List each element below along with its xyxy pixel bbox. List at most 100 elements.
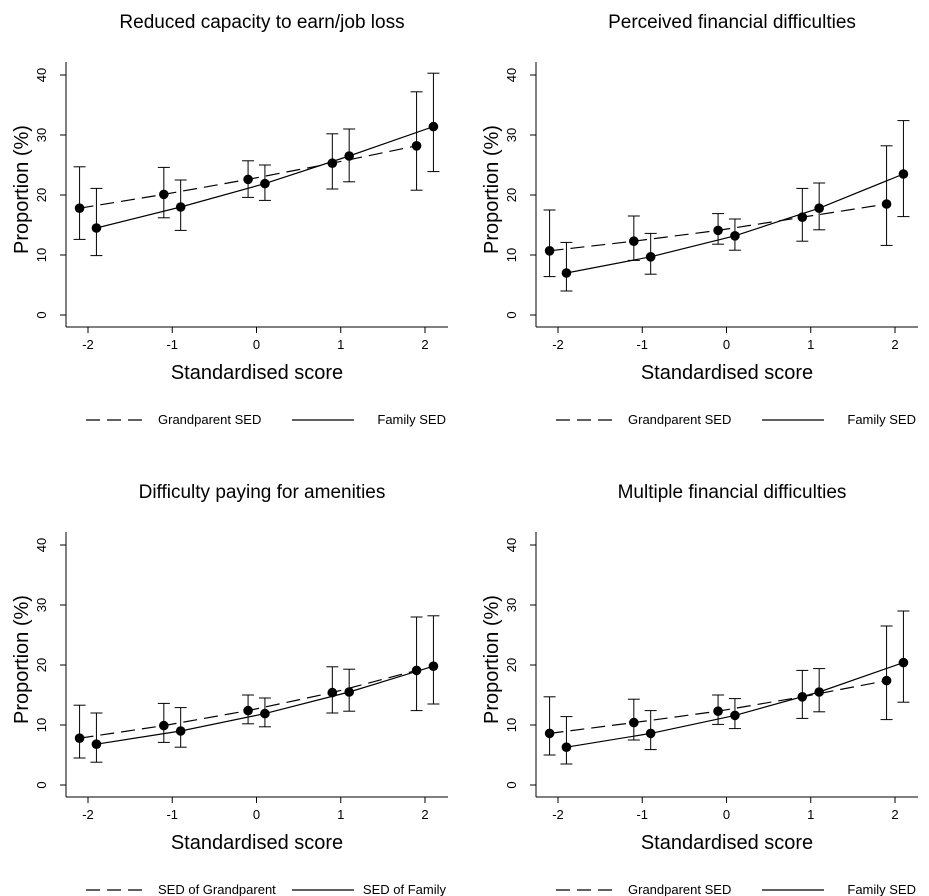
data-point (327, 687, 338, 698)
data-point (260, 178, 270, 189)
legend-label: Grandparent SED (158, 412, 261, 427)
legend-label: Grandparent SED (628, 882, 731, 896)
legend-label: SED of Family (363, 882, 447, 896)
y-tick-label: 40 (34, 538, 49, 552)
data-point (629, 717, 639, 728)
x-tick-label: 2 (891, 807, 898, 822)
legend: Grandparent SED Family SED (556, 882, 916, 896)
x-axis-title: Standardised score (641, 832, 813, 854)
y-axis-title: Proportion (%) (481, 125, 503, 254)
data-point (175, 202, 186, 212)
panel-title: Difficulty paying for amenities (139, 482, 386, 503)
y-tick-label: 20 (34, 658, 49, 672)
data-point (544, 246, 555, 256)
x-tick-label: -2 (82, 337, 94, 352)
legend: SED of Grandparent SED of Family (86, 882, 446, 896)
error-bar (560, 716, 573, 765)
data-point (898, 169, 909, 179)
data-point (175, 726, 186, 736)
data-point (91, 223, 102, 233)
data-point (713, 225, 723, 236)
x-tick-label: -1 (166, 337, 178, 352)
data-point (260, 708, 270, 719)
data-point (411, 141, 422, 151)
panel-title: Perceived financial difficulties (608, 12, 856, 33)
x-tick-label: -1 (636, 337, 648, 352)
x-axis-title: Standardised score (171, 832, 343, 854)
x-tick-label: 0 (723, 337, 730, 352)
y-tick-label: 10 (34, 248, 49, 262)
data-point (645, 251, 656, 262)
data-point (898, 657, 909, 668)
y-tick-label: 40 (504, 538, 519, 552)
error-bar (410, 91, 423, 191)
data-point (881, 675, 892, 686)
error-bar (410, 616, 423, 712)
y-tick-label: 20 (34, 188, 49, 202)
chart-panel-4: Multiple financial difficulties010203040… (481, 482, 918, 896)
data-point (814, 687, 824, 697)
y-tick-label: 20 (504, 188, 519, 202)
y-tick-label: 30 (34, 128, 49, 142)
legend-label: Family SED (847, 882, 916, 896)
legend-label: SED of Grandparent (158, 882, 276, 896)
legend-label: Grandparent SED (628, 412, 731, 427)
data-point (629, 236, 639, 246)
error-bar (73, 704, 86, 759)
data-point (159, 189, 169, 200)
x-tick-label: 0 (723, 807, 730, 822)
x-tick-label: -2 (552, 337, 564, 352)
data-point (428, 661, 439, 671)
data-point (428, 121, 439, 132)
x-tick-label: -2 (82, 807, 94, 822)
data-point (730, 710, 740, 721)
x-tick-label: 2 (421, 337, 428, 352)
error-bar (90, 712, 103, 763)
x-tick-label: 1 (337, 337, 344, 352)
data-point (74, 203, 85, 213)
error-bar (90, 187, 103, 257)
error-bar (897, 610, 910, 703)
x-tick-label: 1 (807, 337, 814, 352)
data-point (713, 706, 723, 716)
y-tick-label: 10 (504, 248, 519, 262)
y-axis-title: Proportion (%) (481, 595, 503, 724)
x-tick-label: -1 (166, 807, 178, 822)
error-bar (543, 696, 556, 756)
error-bar (73, 166, 86, 240)
y-axis-title: Proportion (%) (11, 595, 33, 724)
y-tick-label: 30 (34, 598, 49, 612)
panel-title: Reduced capacity to earn/job loss (119, 12, 404, 33)
x-tick-label: -1 (636, 807, 648, 822)
error-bar (427, 615, 440, 705)
data-point (544, 728, 555, 739)
data-point (91, 739, 102, 749)
data-point (243, 705, 253, 716)
y-tick-label: 0 (34, 781, 49, 788)
chart-panel-2: Perceived financial difficulties 0 10 20 30 4… (481, 12, 918, 427)
legend-label: Family SED (377, 412, 446, 427)
chart-panel-3: Difficulty paying for amenities010203040… (11, 482, 448, 896)
legend-label: Family SED (847, 412, 916, 427)
data-point (730, 231, 740, 241)
x-axis-title: Standardised score (171, 362, 343, 384)
y-tick-label: 30 (504, 128, 519, 142)
x-tick-label: 1 (807, 807, 814, 822)
x-tick-label: 0 (253, 807, 260, 822)
y-tick-label: 40 (504, 68, 519, 82)
x-tick-label: -2 (552, 807, 564, 822)
data-point (344, 687, 354, 697)
legend: Grandparent SED Family SED (556, 412, 916, 427)
data-point (561, 268, 572, 278)
data-point (645, 728, 656, 739)
y-tick-label: 0 (34, 311, 49, 318)
x-tick-label: 2 (891, 337, 898, 352)
error-bar (897, 120, 910, 218)
legend: Grandparent SED Family SED (86, 412, 446, 427)
x-tick-label: 2 (421, 807, 428, 822)
data-point (561, 742, 572, 752)
data-point (814, 203, 824, 213)
error-bar (560, 241, 573, 292)
y-axis-title: Proportion (%) (11, 125, 33, 254)
